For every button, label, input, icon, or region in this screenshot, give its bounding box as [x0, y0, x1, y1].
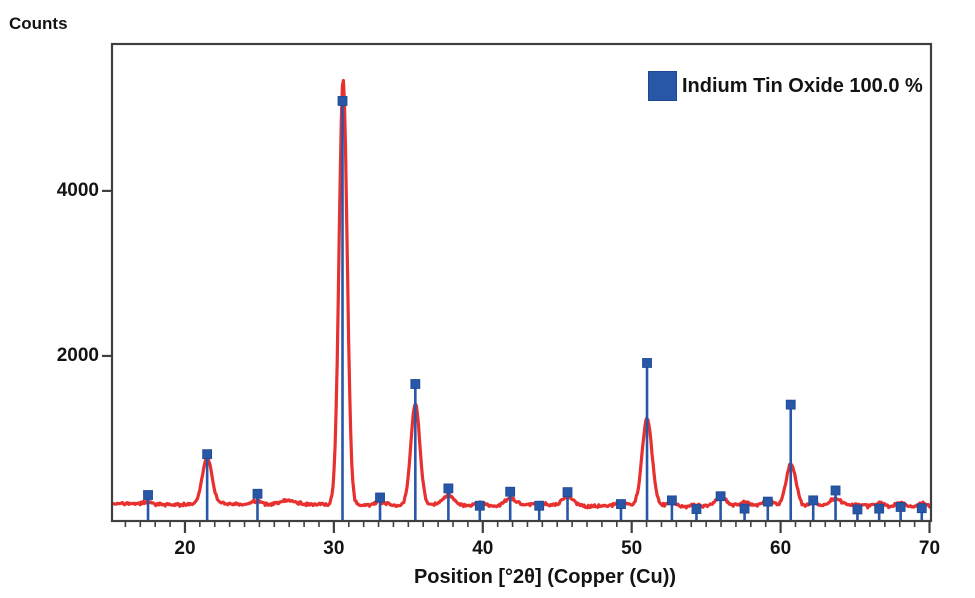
reference-peak-marker	[616, 499, 626, 509]
reference-peak-marker	[642, 358, 652, 368]
x-axis-title: Position [°2θ] (Copper (Cu))	[413, 566, 677, 588]
x-tick-label-40: 40	[472, 538, 494, 559]
legend-swatch-indium-tin-oxide	[648, 71, 677, 101]
reference-peak-marker	[808, 495, 819, 506]
reference-peak-marker	[143, 490, 153, 500]
reference-peak-marker	[852, 504, 863, 515]
x-tick-label-70: 70	[918, 538, 941, 559]
y-tick-label-4000: 4000	[56, 179, 99, 201]
reference-peak-marker	[666, 495, 677, 506]
legend: Indium Tin Oxide 100.0 %	[648, 71, 923, 101]
reference-peak-marker	[443, 483, 454, 494]
x-tick-label-50: 50	[621, 538, 643, 559]
reference-peak-marker	[410, 379, 421, 389]
reference-peak-marker	[691, 504, 702, 514]
measured-scan-trace	[112, 78, 931, 510]
reference-peak-marker	[762, 496, 773, 507]
y-tick-label-2000: 2000	[56, 344, 99, 366]
reference-peak-marker	[715, 491, 726, 502]
reference-peak-marker	[337, 96, 348, 106]
reference-peak-marker	[202, 449, 213, 460]
reference-peak-marker	[252, 488, 263, 499]
reference-peak-marker	[874, 503, 885, 514]
reference-peak-marker	[830, 485, 841, 496]
reference-peak-marker	[534, 500, 545, 511]
reference-peak-marker	[474, 500, 485, 511]
reference-peak-marker	[895, 502, 906, 512]
x-tick-label-60: 60	[770, 538, 792, 559]
reference-peak-marker	[739, 503, 750, 514]
reference-peak-marker	[916, 503, 927, 514]
reference-peak-marker	[505, 486, 516, 497]
x-tick-label-30: 30	[323, 538, 345, 559]
reference-peak-marker	[785, 399, 796, 410]
reference-peak-marker	[562, 487, 573, 498]
y-axis-unit-label: Counts	[9, 14, 68, 33]
plot-border	[110, 42, 933, 523]
reference-peak-marker	[375, 492, 385, 503]
legend-label: Indium Tin Oxide 100.0 %	[682, 74, 923, 97]
x-tick-label-20: 20	[174, 538, 196, 559]
